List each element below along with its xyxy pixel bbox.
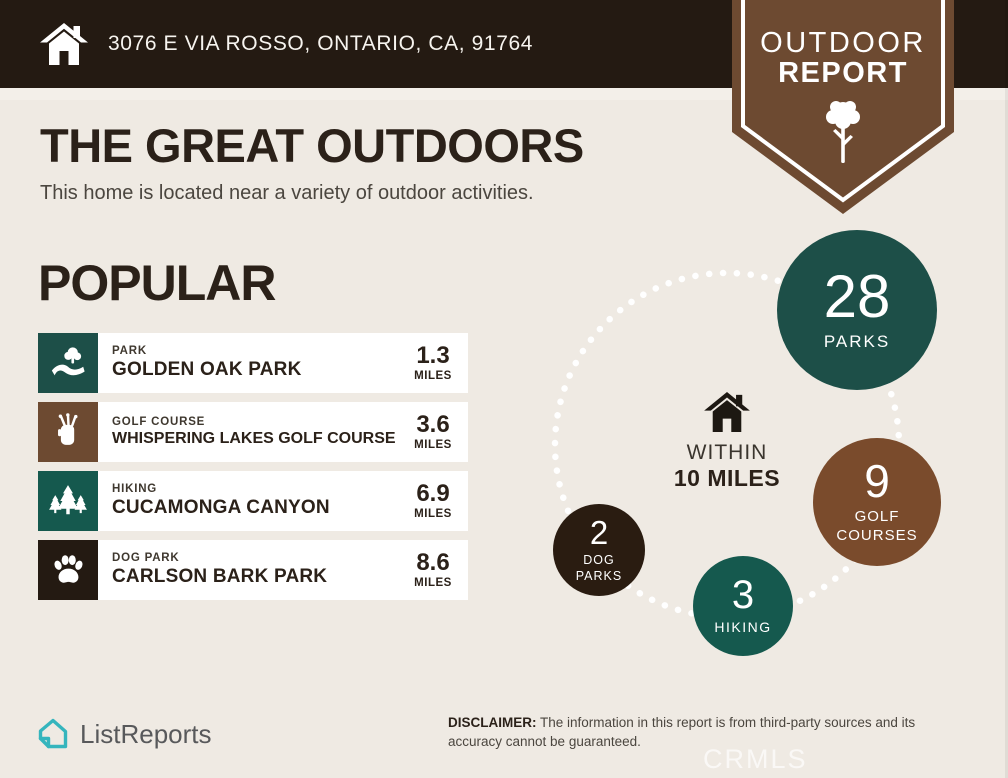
distance-value: 8.6 [416, 549, 450, 576]
radius-center-label: WITHIN 10 MILES [649, 392, 805, 492]
distance-value: 3.6 [416, 411, 450, 438]
home-icon [704, 392, 750, 432]
list-item-dog-park: DOG PARK CARLSON BARK PARK 8.6 MILES [38, 540, 468, 600]
dog-park-tile [38, 540, 98, 600]
distance: 1.3 MILES [410, 342, 456, 383]
distance-unit: MILES [414, 439, 452, 451]
park-card: PARK GOLDEN OAK PARK 1.3 MILES [98, 333, 468, 393]
paw-icon [54, 555, 83, 583]
list-item-golf: GOLF COURSE WHISPERING LAKES GOLF COURSE… [38, 402, 468, 462]
stat-value: 2 [589, 513, 609, 551]
golf-card: GOLF COURSE WHISPERING LAKES GOLF COURSE… [98, 402, 468, 462]
place-name: CUCAMONGA CANYON [112, 497, 330, 518]
radius-label: 10 MILES [673, 465, 781, 491]
hiking-tile [38, 471, 98, 531]
distance: 6.9 MILES [410, 480, 456, 521]
ribbon-title-line2: REPORT [778, 57, 908, 89]
stat-value: 3 [731, 573, 755, 618]
place-name: GOLDEN OAK PARK [112, 359, 302, 380]
list-item-park: PARK GOLDEN OAK PARK 1.3 MILES [38, 333, 468, 393]
distance: 3.6 MILES [410, 411, 456, 452]
distance-value: 6.9 [416, 480, 450, 507]
stat-label: DOG PARKS [575, 552, 623, 583]
golf-tile [38, 402, 98, 462]
park-tile [38, 333, 98, 393]
hiking-card: HIKING CUCAMONGA CANYON 6.9 MILES [98, 471, 468, 531]
place-name: WHISPERING LAKES GOLF COURSE [112, 430, 396, 447]
stat-circle-hiking: 3 HIKING [693, 556, 793, 656]
listreports-house-icon [38, 718, 68, 749]
popular-heading: POPULAR [38, 255, 276, 311]
within-label: WITHIN [686, 441, 768, 464]
popular-list: PARK GOLDEN OAK PARK 1.3 MILES [38, 333, 468, 609]
crmls-watermark: CRMLS [703, 744, 808, 774]
category-label: DOG PARK [112, 552, 180, 564]
stat-value: 9 [864, 455, 890, 508]
page-subtitle: This home is located near a variety of o… [40, 182, 534, 204]
category-label: GOLF COURSE [112, 416, 206, 428]
list-item-hiking: HIKING CUCAMONGA CANYON 6.9 MILES [38, 471, 468, 531]
brand-name: ListReports [80, 718, 212, 749]
dog-park-card: DOG PARK CARLSON BARK PARK 8.6 MILES [98, 540, 468, 600]
category-label: PARK [112, 345, 147, 357]
distance-value: 1.3 [416, 342, 450, 369]
property-address: 3076 E VIA ROSSO, ONTARIO, CA, 91764 [108, 32, 534, 55]
stat-label: GOLF COURSES [836, 508, 918, 544]
stat-label: HIKING [714, 619, 772, 636]
pine-trees-icon [49, 484, 87, 514]
distance-unit: MILES [414, 370, 452, 382]
stat-circle-parks: 28 PARKS [777, 230, 937, 390]
stat-label: PARKS [823, 332, 891, 352]
distance: 8.6 MILES [410, 549, 456, 590]
ribbon-title-line1: OUTDOOR [760, 27, 926, 59]
listreports-logo: ListReports [36, 716, 212, 752]
stat-circle-dog-parks: 2 DOG PARKS [553, 504, 645, 596]
park-icon [51, 347, 85, 376]
place-name: CARLSON BARK PARK [112, 566, 328, 587]
disclaimer-label: DISCLAIMER: [448, 715, 537, 730]
outdoor-report-ribbon: OUTDOOR REPORT [732, 0, 954, 215]
disclaimer: DISCLAIMER: The information in this repo… [448, 714, 968, 752]
distance-unit: MILES [414, 508, 452, 520]
stat-circle-golf-courses: 9 GOLF COURSES [813, 438, 941, 566]
disclaimer-text: The information in this report is from t… [448, 715, 916, 749]
tree-icon [826, 101, 860, 163]
distance-unit: MILES [414, 577, 452, 589]
page-title: THE GREAT OUTDOORS [40, 119, 584, 172]
category-label: HIKING [112, 483, 158, 495]
home-icon [40, 23, 88, 65]
golf-bag-icon [58, 413, 78, 445]
stat-value: 28 [823, 263, 891, 331]
